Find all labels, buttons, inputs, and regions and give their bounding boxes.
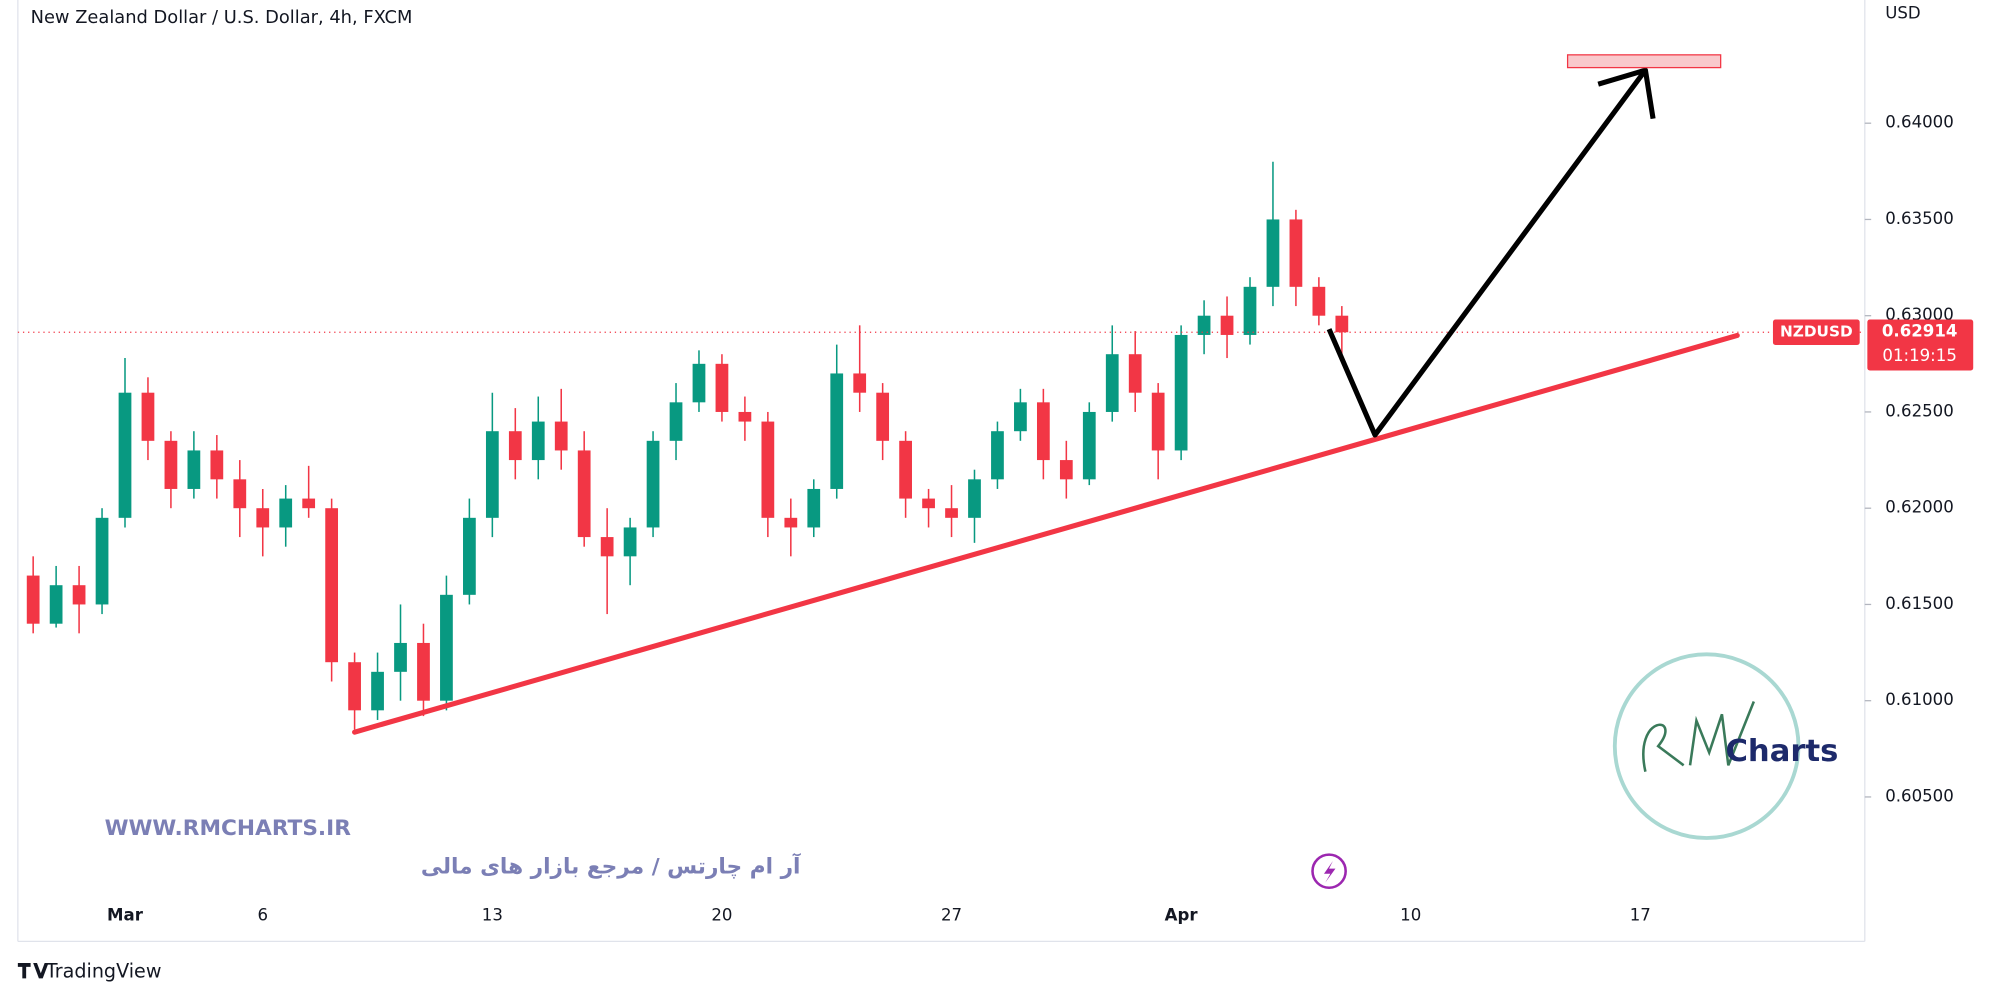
candle-body — [1151, 392, 1165, 451]
y-tick-label: 0.62000 — [1885, 498, 1954, 517]
candle-body — [646, 440, 660, 528]
candle-body — [715, 363, 729, 412]
candle-body — [164, 440, 178, 489]
candle-body — [531, 421, 545, 461]
chart-title: New Zealand Dollar / U.S. Dollar, 4h, FX… — [31, 7, 413, 28]
last-price-label: 0.62914 — [1882, 322, 1958, 341]
candle-body — [922, 498, 935, 509]
brand-logo — [17, 963, 49, 979]
candle-body — [784, 517, 798, 528]
candle-body — [1312, 286, 1326, 316]
x-tick-label: Apr — [1165, 905, 1199, 924]
candle-body — [394, 642, 407, 672]
candle-body — [830, 373, 844, 489]
event-icon-bolt — [1323, 860, 1336, 883]
brand: TradingView — [45, 959, 162, 982]
x-tick-label: 6 — [257, 905, 268, 924]
candle-body — [348, 662, 361, 711]
y-tick-label: 0.64000 — [1885, 113, 1954, 132]
trend-line — [352, 332, 1740, 735]
x-tick-label: Mar — [107, 905, 144, 924]
candle-body — [325, 508, 339, 663]
candle-body — [485, 431, 499, 518]
candle-body — [1174, 334, 1188, 451]
candle-body — [554, 421, 568, 451]
candle-body — [968, 479, 981, 518]
candle-body — [233, 479, 247, 509]
candle-body — [256, 508, 270, 528]
arrow-head — [1597, 67, 1656, 120]
candle-body — [600, 537, 614, 557]
candle-body — [1289, 219, 1303, 287]
watermark-tagline: آر ام چارتس / مرجع بازار های مالی — [421, 852, 801, 879]
candle-body — [669, 402, 683, 441]
y-tick-label: 0.62500 — [1885, 401, 1954, 420]
candle-body — [1059, 460, 1073, 480]
candle-body — [1266, 219, 1280, 287]
candle-body — [1082, 411, 1096, 480]
candle-body — [141, 392, 155, 441]
candle-body — [899, 440, 912, 499]
candle-body — [72, 585, 86, 605]
x-tick-label: 17 — [1630, 905, 1651, 924]
plot-area: 0.60500 0.61000 0.61500 0.62000 0.62500 0.630… — [17, 113, 1974, 924]
y-tick-label: 0.61000 — [1885, 690, 1954, 709]
candle-body — [26, 575, 40, 624]
candle-body — [463, 517, 476, 595]
target-zone — [1566, 54, 1722, 69]
logo-text: Charts — [1725, 734, 1838, 769]
candle-body — [1128, 354, 1142, 393]
candle-body — [1243, 286, 1257, 335]
candle-body — [1197, 315, 1211, 335]
x-tick-label: 10 — [1400, 905, 1421, 924]
candle-body — [187, 450, 201, 489]
symbol-tag — [1772, 319, 1860, 346]
symbol-label: NZDUSD — [1780, 323, 1853, 341]
x-tick-label: 13 — [482, 905, 503, 924]
logo-ring — [1612, 652, 1801, 840]
candle-body — [1105, 354, 1119, 412]
candle-body — [623, 527, 637, 557]
logo-mark — [1642, 701, 1756, 772]
candle-body — [945, 508, 958, 518]
candle-body — [302, 498, 316, 509]
candle-body — [508, 431, 522, 461]
candle-body — [279, 498, 293, 528]
candle-body — [692, 363, 706, 403]
currency-label: USD — [1885, 4, 1920, 23]
candle-body — [853, 373, 867, 393]
y-tick-label: 0.60500 — [1885, 786, 1954, 805]
price-tag — [1867, 319, 1974, 371]
candle-body — [49, 585, 63, 624]
x-tick-label: 27 — [941, 905, 962, 924]
candle-body — [1014, 402, 1027, 432]
candle-body — [876, 392, 890, 441]
candle-body — [761, 421, 775, 518]
y-tick-label: 0.63000 — [1885, 305, 1954, 324]
y-tick-label: 0.61500 — [1885, 594, 1954, 613]
event-icon[interactable] — [1311, 853, 1347, 890]
y-tick-label: 0.63500 — [1885, 209, 1954, 228]
watermark-url: WWW.RMCHARTS.IR — [105, 816, 352, 841]
candle-body — [991, 431, 1004, 480]
candle-body — [210, 450, 224, 480]
candle-body — [371, 671, 384, 711]
x-tick-label: 20 — [711, 905, 732, 924]
countdown-label: 01:19:15 — [1882, 346, 1956, 365]
candle-body — [95, 517, 109, 605]
candle-body — [440, 594, 453, 701]
candle-body — [1036, 402, 1050, 461]
projection-path — [1326, 68, 1648, 438]
candle-body — [417, 642, 430, 701]
candle-body — [738, 411, 752, 422]
candle-body — [577, 450, 591, 538]
candle-body — [118, 392, 132, 518]
candle-body — [1220, 315, 1234, 335]
candle-body — [807, 488, 821, 528]
candle-body — [1335, 315, 1349, 333]
